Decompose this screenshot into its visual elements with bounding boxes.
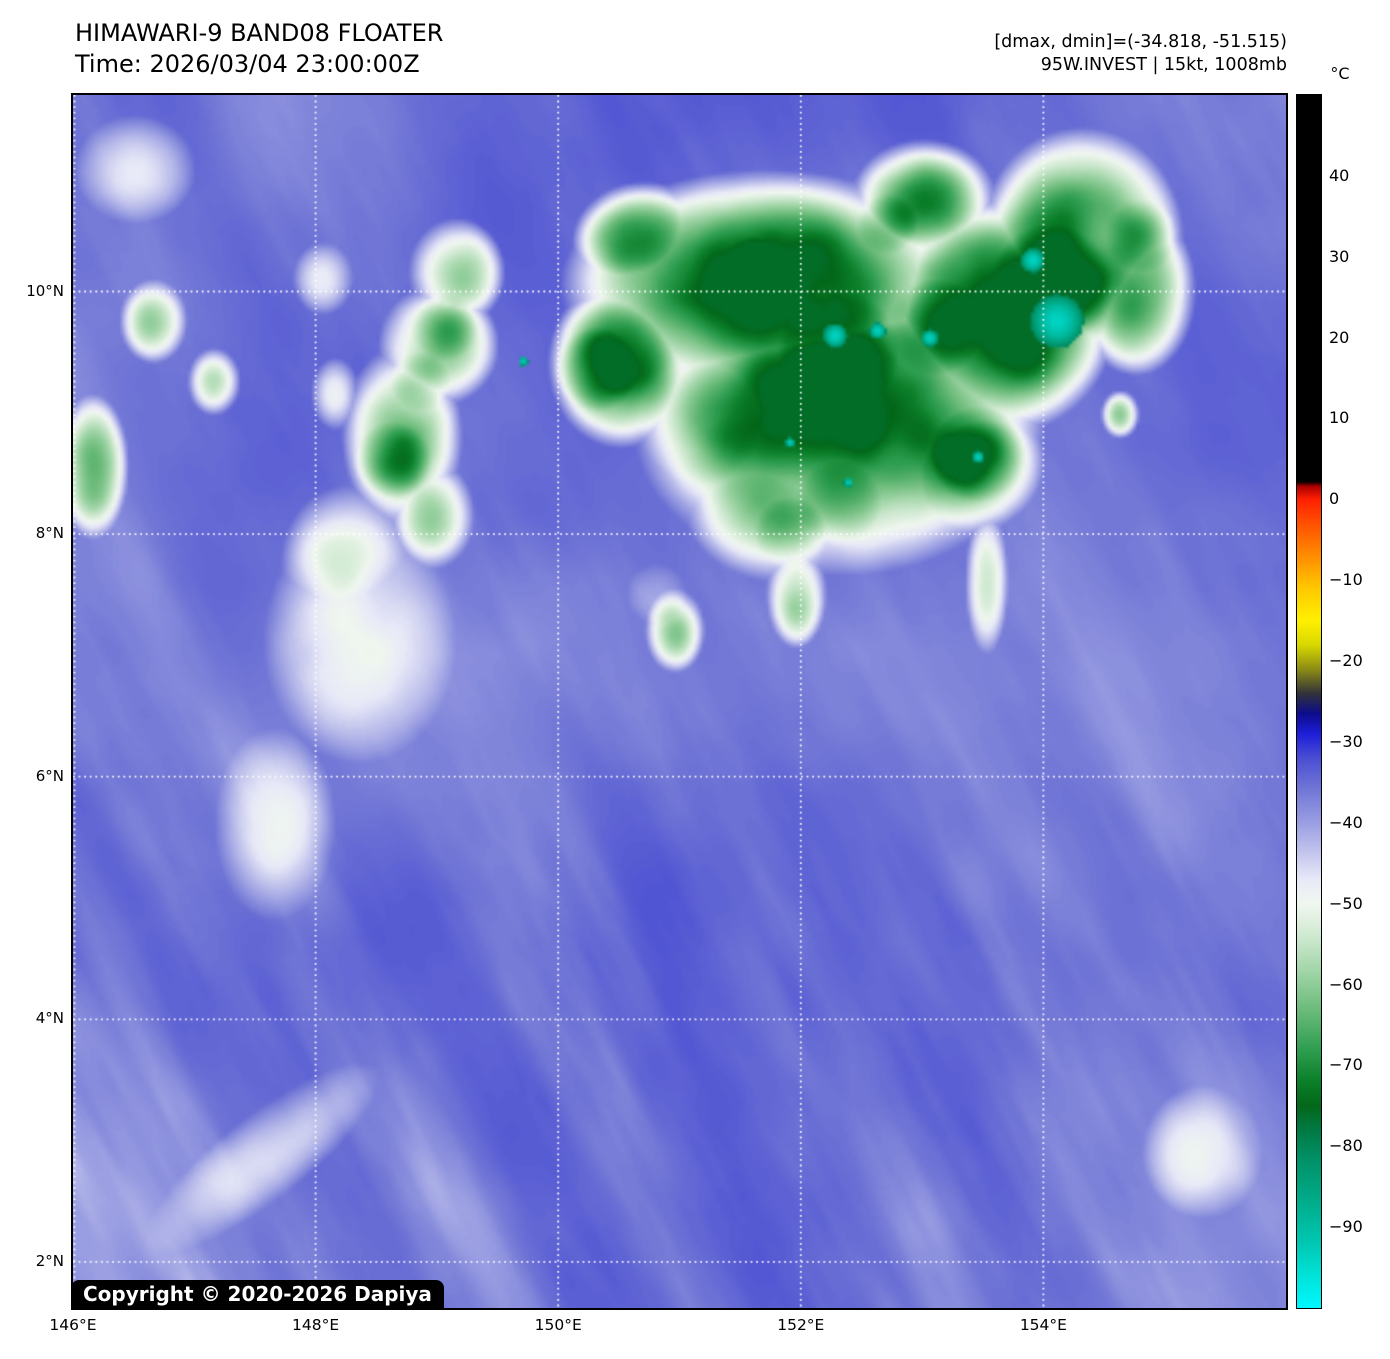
longitude-tick-label: 152°E [777, 1316, 825, 1334]
colorbar-tick-label: −10 [1329, 570, 1363, 590]
page-title: HIMAWARI-9 BAND08 FLOATER [75, 19, 444, 47]
latitude-tick-label: 4°N [35, 1009, 64, 1028]
temperature-colorbar [1296, 94, 1322, 1309]
latitude-tick-label: 6°N [35, 766, 64, 785]
colorbar-tick-label: −60 [1329, 974, 1363, 994]
colorbar-tick-label: 30 [1329, 246, 1350, 266]
copyright-badge: Copyright © 2020-2026 Dapiya [71, 1280, 444, 1310]
latitude-tick-label: 2°N [35, 1251, 64, 1270]
graticule-gridlines [73, 95, 1286, 1308]
longitude-tick-label: 148°E [292, 1316, 340, 1334]
satellite-map-frame: Copyright © 2020-2026 Dapiya [71, 93, 1288, 1310]
dmax-dmin-readout: [dmax, dmin]=(-34.818, -51.515) [994, 32, 1287, 52]
colorbar-tick-label: −50 [1329, 893, 1363, 913]
colorbar-tick-label: −90 [1329, 1217, 1363, 1237]
colorbar-tick-label: −20 [1329, 651, 1363, 671]
colorbar-tick-label: 20 [1329, 327, 1350, 347]
storm-info-readout: 95W.INVEST | 15kt, 1008mb [1040, 55, 1287, 75]
colorbar-unit: °C [1330, 64, 1350, 83]
timestamp: Time: 2026/03/04 23:00:00Z [75, 50, 420, 78]
colorbar-tick-label: −40 [1329, 812, 1363, 832]
longitude-tick-label: 146°E [49, 1316, 97, 1334]
colorbar-tick-label: 10 [1329, 408, 1350, 428]
colorbar-tick-label: 0 [1329, 489, 1340, 509]
colorbar-tick-label: 40 [1329, 165, 1350, 185]
annotation-block: [dmax, dmin]=(-34.818, -51.515) 95W.INVE… [994, 31, 1287, 77]
colorbar-tick-label: −80 [1329, 1136, 1363, 1156]
longitude-tick-label: 150°E [534, 1316, 582, 1334]
latitude-tick-label: 10°N [26, 281, 64, 300]
colorbar-tick-label: −70 [1329, 1055, 1363, 1075]
latitude-tick-label: 8°N [35, 524, 64, 543]
colorbar-tick-label: −30 [1329, 731, 1363, 751]
title-block: HIMAWARI-9 BAND08 FLOATER Time: 2026/03/… [75, 18, 443, 80]
longitude-tick-label: 154°E [1019, 1316, 1067, 1334]
